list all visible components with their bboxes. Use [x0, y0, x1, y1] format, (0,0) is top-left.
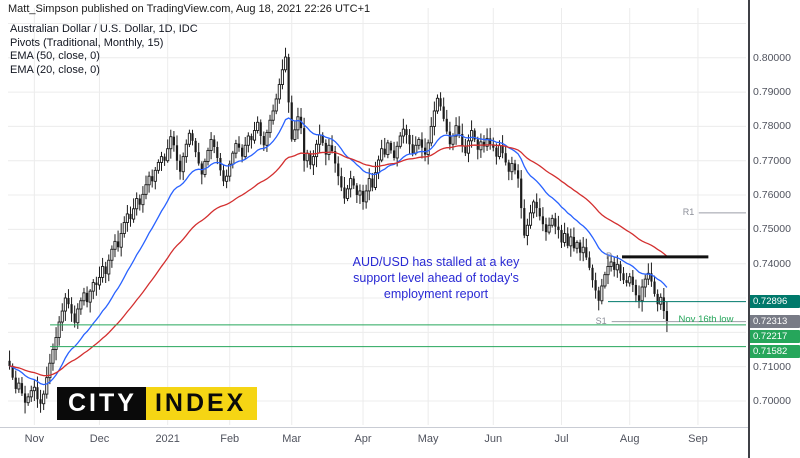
- time-axis-border: [0, 427, 748, 428]
- x-axis-label-Sep: Sep: [688, 433, 708, 445]
- price-tag-0.72896: 0.72896: [749, 294, 800, 308]
- legend-ema50[interactable]: EMA (50, close, 0): [10, 50, 100, 62]
- price-axis-border: [748, 0, 750, 458]
- pivot-p-label: P: [606, 251, 613, 262]
- logo-city: CITY: [57, 387, 146, 420]
- pivot-r1-label: R1: [682, 207, 695, 218]
- logo-index: INDEX: [145, 387, 258, 420]
- y-axis-label: 0.74000: [753, 257, 791, 270]
- price-tag-0.71582: 0.71582: [749, 344, 800, 358]
- annotation-line-1: AUD/USD has stalled at a key: [352, 255, 520, 269]
- legend-pivots[interactable]: Pivots (Traditional, Monthly, 15): [10, 36, 164, 49]
- price-tag-0.72313: 0.72313: [749, 314, 800, 328]
- y-axis-label: 0.79000: [753, 86, 791, 99]
- legend-ema20[interactable]: EMA (20, close, 0): [10, 63, 100, 76]
- x-axis-label-May: May: [417, 433, 439, 445]
- annotation-line-2: support level ahead of today's: [353, 271, 519, 285]
- pivot-s1-label: S1: [595, 316, 607, 327]
- x-axis-label-Apr: Apr: [354, 433, 372, 445]
- y-axis-label: 0.71000: [753, 360, 791, 373]
- x-axis-label-Dec: Dec: [89, 433, 110, 445]
- y-axis-label: 0.77000: [753, 154, 791, 167]
- x-axis-label-2021: 2021: [155, 433, 180, 445]
- x-axis-label-Feb: Feb: [220, 433, 240, 445]
- chart-legend: Australian Dollar / U.S. Dollar, 1D, IDC…: [10, 23, 198, 77]
- y-axis-label: 0.80000: [753, 51, 791, 64]
- annotation-text[interactable]: AUD/USD has stalled at a key support lev…: [336, 254, 536, 302]
- legend-symbol[interactable]: Australian Dollar / U.S. Dollar, 1D, IDC: [10, 23, 198, 35]
- x-axis-label-Jul: Jul: [554, 433, 569, 445]
- x-axis-label-Aug: Aug: [619, 433, 640, 445]
- y-axis-label: 0.70000: [753, 394, 791, 407]
- published-line: Matt_Simpson published on TradingView.co…: [8, 3, 371, 15]
- y-axis-label: 0.75000: [753, 223, 791, 236]
- price-tag-0.72217: 0.72217: [749, 329, 800, 343]
- nov-16th-low-label[interactable]: Nov 16th low: [678, 314, 734, 325]
- x-axis-label-Jun: Jun: [484, 433, 503, 445]
- city-index-logo: CITY INDEX: [57, 387, 258, 420]
- y-axis-label: 0.76000: [753, 189, 791, 202]
- annotation-line-3: employment report: [383, 287, 489, 301]
- x-axis-label-Mar: Mar: [282, 433, 302, 445]
- x-axis-label-Nov: Nov: [24, 433, 45, 445]
- y-axis-label: 0.78000: [753, 120, 791, 133]
